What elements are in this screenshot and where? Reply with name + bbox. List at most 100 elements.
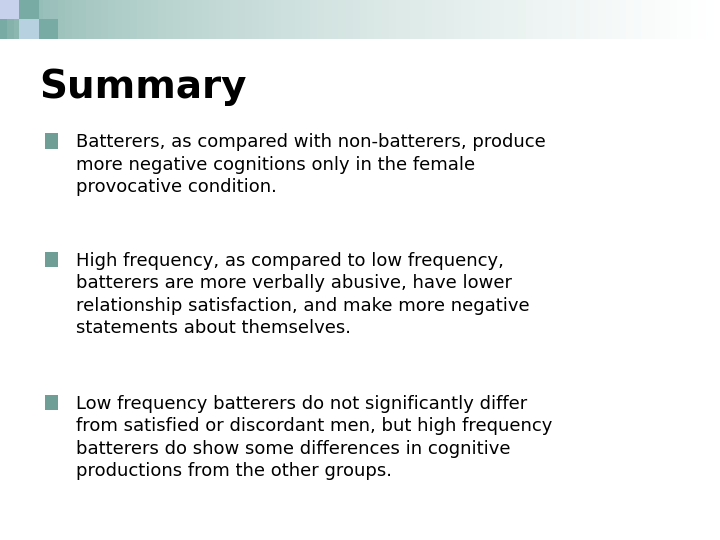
Bar: [439, 0, 446, 39]
Bar: [245, 0, 252, 39]
Bar: [173, 0, 180, 39]
Bar: [19, 19, 39, 39]
Bar: [39, 19, 58, 39]
Bar: [266, 0, 274, 39]
Bar: [302, 0, 310, 39]
Bar: [338, 0, 346, 39]
Bar: [713, 0, 720, 39]
Bar: [108, 0, 115, 39]
Bar: [403, 0, 410, 39]
Bar: [274, 0, 281, 39]
Bar: [43, 0, 50, 39]
Bar: [45, 133, 58, 148]
Bar: [396, 0, 403, 39]
Bar: [562, 0, 569, 39]
Bar: [367, 0, 374, 39]
Bar: [216, 0, 223, 39]
Bar: [115, 0, 122, 39]
Bar: [662, 0, 670, 39]
Bar: [619, 0, 626, 39]
Bar: [446, 0, 454, 39]
Bar: [504, 0, 511, 39]
Bar: [648, 0, 655, 39]
Bar: [202, 0, 209, 39]
Bar: [670, 0, 677, 39]
Bar: [36, 0, 43, 39]
Bar: [475, 0, 482, 39]
Bar: [482, 0, 490, 39]
Bar: [540, 0, 547, 39]
Bar: [252, 0, 259, 39]
Bar: [194, 0, 202, 39]
Bar: [230, 0, 238, 39]
Bar: [576, 0, 583, 39]
Bar: [259, 0, 266, 39]
Bar: [19, 0, 39, 19]
Bar: [101, 0, 108, 39]
Bar: [598, 0, 605, 39]
Bar: [0, 0, 7, 39]
Bar: [281, 0, 288, 39]
Bar: [180, 0, 187, 39]
Bar: [14, 0, 22, 39]
Bar: [45, 395, 58, 410]
Bar: [346, 0, 353, 39]
Text: Batterers, as compared with non-batterers, produce
more negative cognitions only: Batterers, as compared with non-batterer…: [76, 133, 545, 196]
Bar: [418, 0, 425, 39]
Bar: [360, 0, 367, 39]
Bar: [684, 0, 691, 39]
Bar: [634, 0, 641, 39]
Bar: [7, 0, 14, 39]
Bar: [144, 0, 151, 39]
Bar: [187, 0, 194, 39]
Bar: [612, 0, 619, 39]
Bar: [238, 0, 245, 39]
Bar: [0, 0, 19, 19]
Bar: [569, 0, 576, 39]
Bar: [137, 0, 144, 39]
Bar: [605, 0, 612, 39]
Bar: [410, 0, 418, 39]
Bar: [382, 0, 389, 39]
Bar: [122, 0, 130, 39]
Bar: [151, 0, 158, 39]
Bar: [547, 0, 554, 39]
Text: Summary: Summary: [40, 68, 247, 105]
Bar: [94, 0, 101, 39]
Bar: [317, 0, 324, 39]
Bar: [29, 0, 36, 39]
Bar: [497, 0, 504, 39]
Text: High frequency, as compared to low frequency,
batterers are more verbally abusiv: High frequency, as compared to low frequ…: [76, 252, 529, 337]
Bar: [389, 0, 396, 39]
Bar: [223, 0, 230, 39]
Bar: [691, 0, 698, 39]
Bar: [86, 0, 94, 39]
Bar: [511, 0, 518, 39]
Bar: [310, 0, 317, 39]
Bar: [518, 0, 526, 39]
Bar: [554, 0, 562, 39]
Text: Low frequency batterers do not significantly differ
from satisfied or discordant: Low frequency batterers do not significa…: [76, 395, 552, 480]
Bar: [331, 0, 338, 39]
Bar: [454, 0, 461, 39]
Bar: [288, 0, 295, 39]
Bar: [677, 0, 684, 39]
Bar: [58, 0, 65, 39]
Bar: [590, 0, 598, 39]
Bar: [353, 0, 360, 39]
Bar: [706, 0, 713, 39]
Bar: [526, 0, 533, 39]
Bar: [533, 0, 540, 39]
Bar: [641, 0, 648, 39]
Bar: [50, 0, 58, 39]
Bar: [655, 0, 662, 39]
Bar: [490, 0, 497, 39]
Bar: [79, 0, 86, 39]
Bar: [425, 0, 432, 39]
Bar: [468, 0, 475, 39]
Bar: [22, 0, 29, 39]
Bar: [626, 0, 634, 39]
Bar: [65, 0, 72, 39]
Bar: [295, 0, 302, 39]
Bar: [45, 252, 58, 267]
